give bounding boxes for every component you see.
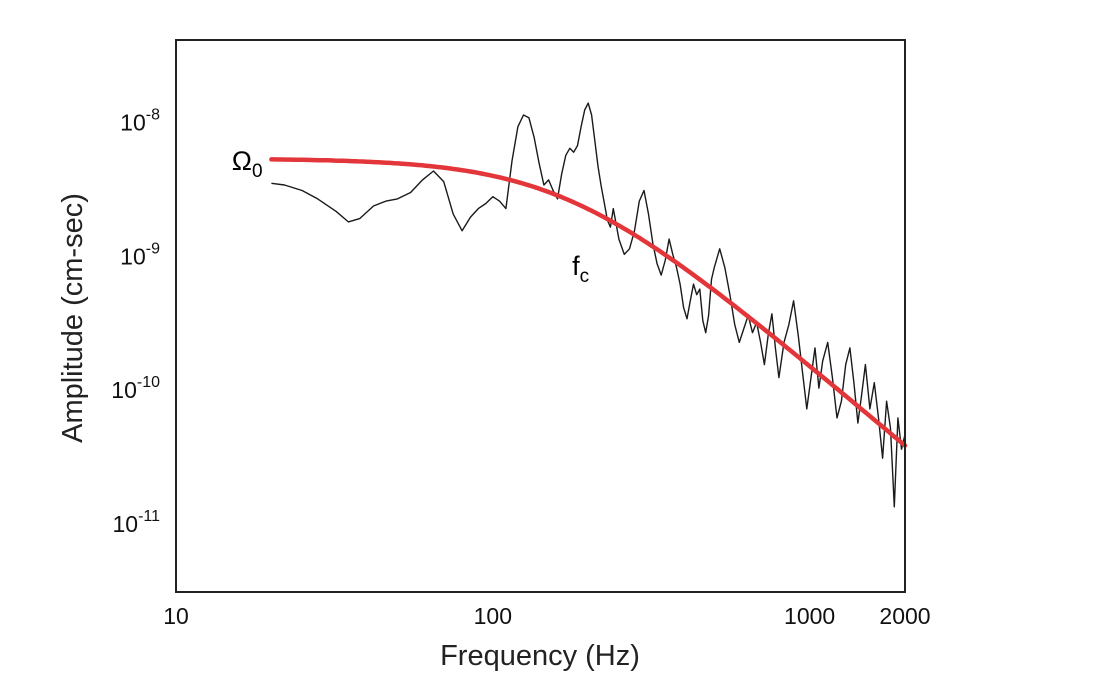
x-tick-labels: 10 100 1000 2000 (163, 603, 930, 629)
y-tick-exponent: -11 (138, 508, 160, 525)
plot-frame (175, 39, 906, 593)
y-axis-title: Amplitude (cm-sec) (57, 193, 89, 443)
y-tick-label: 10-11 (112, 508, 160, 537)
y-tick-label: 10-8 (120, 107, 160, 136)
y-tick-label: 10-9 (120, 240, 160, 269)
x-tick-label: 10 (163, 603, 189, 629)
x-tick-label: 1000 (784, 603, 835, 629)
y-tick-exponent: -9 (146, 240, 160, 257)
y-tick-base: 10 (111, 377, 137, 403)
x-tick-label: 100 (474, 603, 512, 629)
y-tick-label: 10-10 (111, 374, 160, 403)
annotation-subscript: 0 (252, 161, 263, 182)
plot-area (269, 102, 908, 508)
annotations: Ω0 fc (232, 146, 589, 287)
annotation-subscript: c (580, 266, 590, 287)
annotation-label: fc (572, 251, 589, 287)
brune-model-curve (269, 157, 908, 448)
y-tick-exponent: -10 (137, 374, 160, 391)
annotation-label: Ω0 (232, 146, 263, 182)
y-tick-base: 10 (112, 511, 138, 537)
y-tick-exponent: -8 (146, 107, 160, 124)
x-tick-label: 2000 (879, 603, 930, 629)
x-axis-title: Frequency (Hz) (440, 640, 640, 672)
observed-spectrum-line (271, 102, 906, 508)
annotation-base: Ω (232, 146, 252, 176)
y-tick-base: 10 (120, 110, 146, 136)
annotation-base: f (572, 251, 580, 281)
y-axis-title-text: Amplitude (cm-sec) (57, 193, 89, 443)
y-tick-base: 10 (120, 243, 146, 269)
